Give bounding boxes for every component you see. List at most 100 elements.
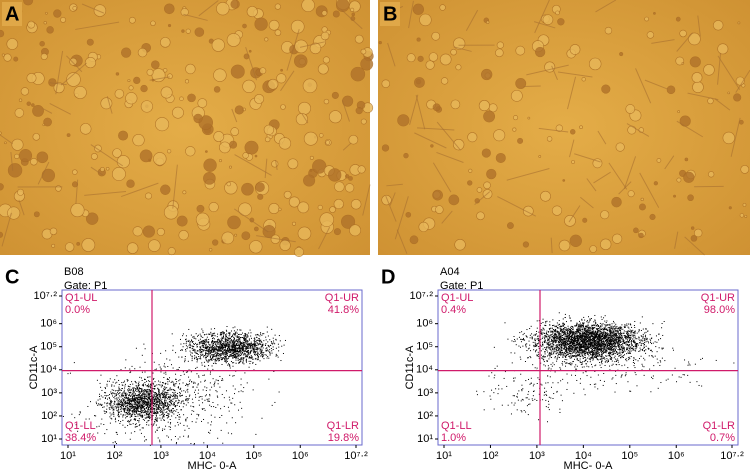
event-dot	[169, 410, 170, 411]
event-dot	[179, 383, 180, 384]
event-dot	[234, 330, 235, 331]
event-dot	[138, 411, 139, 412]
event-dot	[173, 384, 174, 385]
event-dot	[233, 340, 234, 341]
event-dot	[635, 348, 636, 349]
event-dot	[154, 392, 155, 393]
event-dot	[259, 348, 260, 349]
event-dot	[140, 404, 141, 405]
event-dot	[146, 439, 147, 440]
cell	[641, 198, 644, 201]
event-dot	[125, 395, 126, 396]
cell	[292, 222, 295, 225]
event-dot	[234, 354, 235, 355]
event-dot	[622, 337, 623, 338]
event-dot	[179, 406, 180, 407]
event-dot	[212, 335, 213, 336]
event-dot	[200, 381, 201, 382]
cell	[65, 243, 74, 252]
event-dot	[145, 348, 146, 349]
cell	[600, 239, 611, 250]
event-dot	[591, 318, 592, 319]
cell	[296, 113, 308, 125]
event-dot	[200, 339, 201, 340]
cell	[94, 5, 106, 17]
event-dot	[656, 335, 657, 336]
event-dot	[209, 405, 210, 406]
event-dot	[272, 353, 273, 354]
cell	[185, 146, 195, 156]
cell	[628, 190, 634, 196]
event-dot	[218, 344, 219, 345]
event-dot	[111, 384, 112, 385]
y-tick-label: 10³	[41, 387, 57, 399]
event-dot	[132, 399, 133, 400]
event-dot	[137, 426, 138, 427]
event-dot	[160, 396, 161, 397]
event-dot	[168, 416, 169, 417]
event-dot	[203, 442, 204, 443]
event-dot	[136, 426, 137, 427]
event-dot	[148, 420, 149, 421]
event-dot	[257, 342, 258, 343]
cell	[358, 166, 365, 173]
event-dot	[652, 323, 653, 324]
event-dot	[589, 321, 590, 322]
event-dot	[269, 351, 270, 352]
event-dot	[177, 415, 178, 416]
event-dot	[199, 343, 200, 344]
cell	[718, 44, 728, 54]
event-dot	[131, 415, 132, 416]
event-dot	[213, 359, 214, 360]
event-dot	[201, 351, 202, 352]
event-dot	[239, 362, 240, 363]
event-dot	[243, 335, 244, 336]
cell	[243, 152, 249, 158]
event-dot	[131, 394, 132, 395]
event-dot	[230, 402, 231, 403]
cell	[690, 57, 700, 67]
event-dot	[213, 406, 214, 407]
event-dot	[105, 387, 106, 388]
event-dot	[616, 342, 617, 343]
event-dot	[145, 403, 146, 404]
event-dot	[227, 352, 228, 353]
event-dot	[239, 355, 240, 356]
event-dot	[159, 411, 160, 412]
event-dot	[172, 412, 173, 413]
event-dot	[231, 343, 232, 344]
event-dot	[219, 341, 220, 342]
event-dot	[118, 401, 119, 402]
event-dot	[215, 360, 216, 361]
event-dot	[144, 382, 145, 383]
event-dot	[559, 357, 560, 358]
cell	[153, 152, 166, 165]
event-dot	[583, 327, 584, 328]
event-dot	[260, 353, 261, 354]
cell	[539, 155, 541, 157]
event-dot	[204, 400, 205, 401]
event-dot	[181, 403, 182, 404]
event-dot	[208, 432, 209, 433]
event-dot	[148, 411, 149, 412]
event-dot	[162, 403, 163, 404]
event-dot	[257, 353, 258, 354]
event-dot	[124, 399, 125, 400]
event-dot	[187, 389, 188, 390]
event-dot	[125, 427, 126, 428]
event-dot	[568, 344, 569, 345]
cell	[167, 149, 171, 153]
event-dot	[233, 353, 234, 354]
event-dot	[148, 425, 149, 426]
event-dot	[149, 418, 150, 419]
event-dot	[173, 413, 174, 414]
event-dot	[140, 397, 141, 398]
event-dot	[618, 336, 619, 337]
event-dot	[594, 315, 595, 316]
event-dot	[131, 405, 132, 406]
event-dot	[132, 394, 133, 395]
event-dot	[115, 390, 116, 391]
event-dot	[226, 341, 227, 342]
event-dot	[173, 368, 174, 369]
